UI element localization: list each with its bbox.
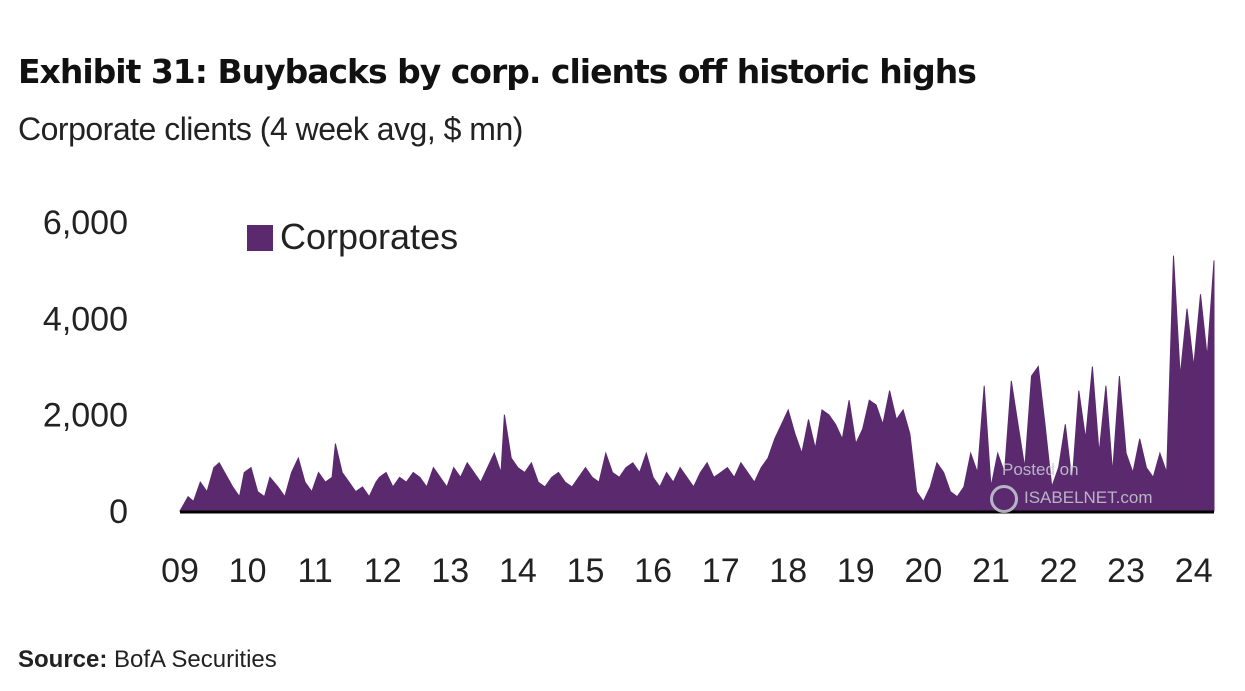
legend: Corporates [247, 216, 458, 257]
x-tick-label: 16 [634, 552, 672, 590]
x-tick-label: 23 [1107, 552, 1145, 590]
x-tick-label: 11 [298, 552, 333, 590]
watermark-line2-wrap: ISABELNET.com [990, 484, 1153, 513]
watermark-line1: Posted on [1002, 460, 1079, 479]
legend-swatch [247, 225, 273, 251]
x-tick-label: 17 [702, 552, 740, 590]
y-axis-ticks: 0 2,000 4,000 6,000 [43, 204, 128, 531]
x-tick-label: 22 [1040, 552, 1078, 590]
x-axis-ticks: 09 10 11 12 13 14 15 16 17 18 19 20 21 22 23 24 [161, 552, 1213, 590]
x-tick-label: 09 [161, 552, 199, 590]
x-tick-label: 15 [567, 552, 605, 590]
y-tick-label: 6,000 [43, 204, 128, 242]
y-tick-label: 0 [109, 493, 128, 531]
series-area-corporates [179, 255, 1215, 512]
watermark-line2: ISABELNET.com [1024, 488, 1153, 507]
x-tick-label: 12 [364, 552, 402, 590]
y-tick-label: 4,000 [43, 300, 128, 338]
area-layer [179, 255, 1215, 512]
chart-subtitle: Corporate clients (4 week avg, $ mn) [18, 111, 523, 147]
legend-label: Corporates [280, 216, 458, 257]
chart-title: Exhibit 31: Buybacks by corp. clients of… [18, 52, 977, 91]
x-tick-label: 18 [769, 552, 807, 590]
source-note: Source: BofA Securities [18, 646, 277, 674]
x-tick-label: 13 [431, 552, 469, 590]
globe-icon [990, 484, 1018, 513]
source-label: Source: [18, 646, 108, 673]
x-tick-label: 10 [229, 552, 267, 590]
source-text: BofA Securities [107, 646, 277, 673]
y-tick-label: 2,000 [43, 397, 128, 435]
x-tick-label: 21 [972, 552, 1010, 590]
x-tick-label: 20 [904, 552, 942, 590]
watermark: Posted on ISABELNET.com [990, 456, 1153, 513]
x-tick-label: 14 [499, 552, 537, 590]
x-tick-label: 24 [1175, 552, 1213, 590]
x-tick-label: 19 [837, 552, 875, 590]
